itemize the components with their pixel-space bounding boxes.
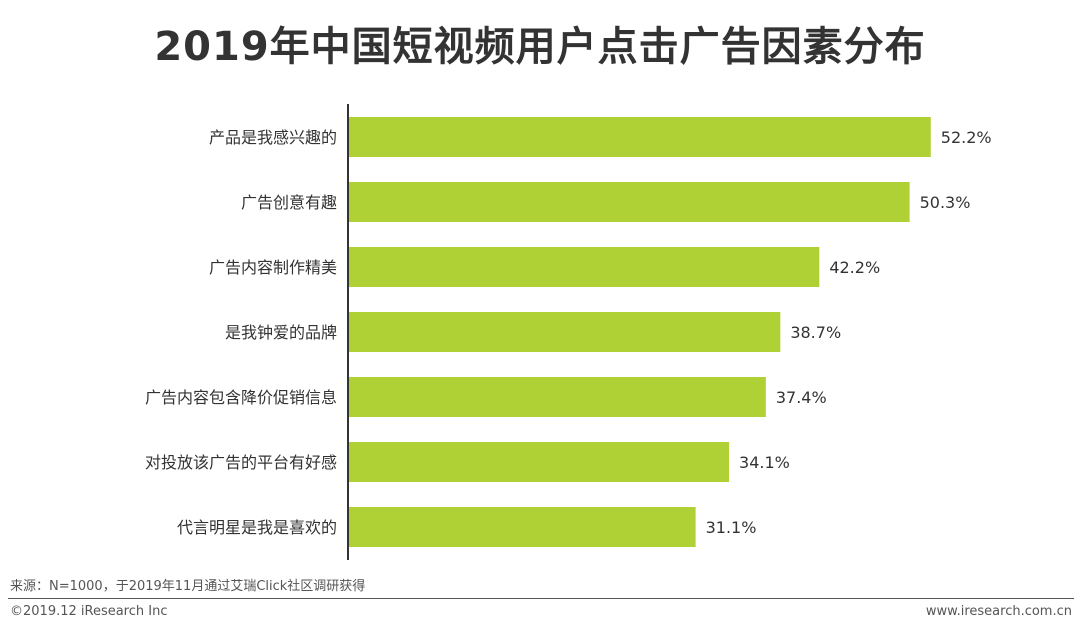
value-label-3: 42.2% (829, 258, 880, 277)
bar-4 (349, 312, 781, 352)
copyright-text: ©2019.12 iResearch Inc (10, 604, 168, 619)
value-label-2: 50.3% (920, 193, 971, 212)
bar-3 (349, 247, 820, 287)
value-label-1: 52.2% (941, 128, 992, 147)
value-label-6: 34.1% (739, 453, 790, 472)
category-label-3: 广告内容制作精美 (209, 258, 337, 277)
value-label-7: 31.1% (706, 518, 757, 537)
value-label-4: 38.7% (790, 323, 841, 342)
bar-6 (349, 442, 730, 482)
category-label-2: 广告创意有趣 (241, 193, 337, 212)
bar-5 (349, 377, 766, 417)
bar-1 (349, 117, 931, 157)
website-link[interactable]: www.iresearch.com.cn (925, 604, 1072, 619)
footer-divider (8, 598, 1074, 599)
chart-title: 2019年中国短视频用户点击广告因素分布 (154, 24, 926, 70)
category-label-5: 广告内容包含降价促销信息 (145, 388, 337, 407)
bar-chart: 产品是我感兴趣的 52.2% 广告创意有趣 50.3% 广告内容制作精美 42.2% 是我钟… (145, 104, 992, 560)
source-note: 来源：N=1000，于2019年11月通过艾瑞Click社区调研获得 (10, 579, 366, 594)
bars-layer: 产品是我感兴趣的 52.2% 广告创意有趣 50.3% 广告内容制作精美 42.2% 是我钟… (145, 117, 992, 547)
category-label-4: 是我钟爱的品牌 (225, 323, 337, 342)
bar-7 (349, 507, 696, 547)
category-label-6: 对投放该广告的平台有好感 (145, 453, 337, 472)
category-label-7: 代言明星是我是喜欢的 (177, 518, 337, 537)
category-label-1: 产品是我感兴趣的 (209, 128, 337, 147)
value-label-5: 37.4% (776, 388, 827, 407)
bar-2 (349, 182, 910, 222)
